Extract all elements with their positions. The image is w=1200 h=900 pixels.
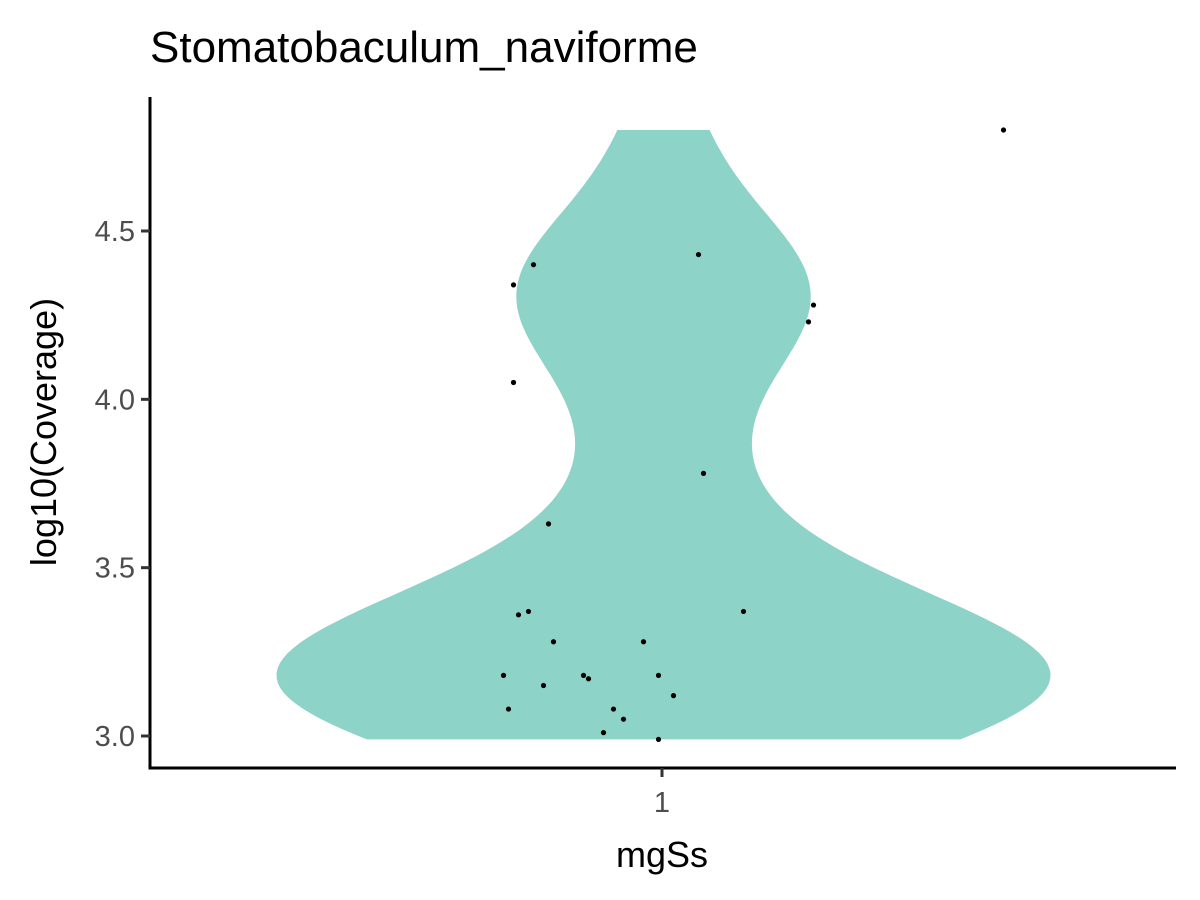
- data-point: [810, 302, 817, 308]
- data-point: [670, 693, 677, 699]
- data-point: [585, 676, 592, 682]
- data-point: [525, 608, 532, 615]
- y-axis-ticks: 3.0 3.5 4.0 4.5: [95, 216, 150, 753]
- data-point: [600, 730, 607, 736]
- y-tick-label: 3.5: [95, 553, 135, 585]
- data-point: [640, 639, 647, 645]
- data-point: [530, 262, 537, 268]
- data-point: [505, 706, 512, 712]
- data-points: [500, 127, 1007, 742]
- y-tick-label: 3.0: [95, 721, 135, 753]
- data-point: [515, 612, 522, 618]
- data-point: [610, 706, 617, 712]
- y-axis-title: log10(Coverage): [23, 298, 64, 566]
- x-axis-title: mgSs: [616, 834, 708, 875]
- data-point: [700, 470, 707, 476]
- data-point: [655, 736, 662, 742]
- data-point: [510, 379, 517, 386]
- y-tick-label: 4.5: [95, 216, 135, 248]
- data-point: [620, 716, 627, 722]
- data-point: [1000, 127, 1007, 133]
- data-point: [740, 608, 747, 615]
- data-point: [545, 521, 552, 527]
- y-tick-label: 4.0: [95, 384, 135, 416]
- data-point: [550, 639, 557, 645]
- data-point: [500, 672, 507, 679]
- data-point: [805, 319, 812, 325]
- data-point: [510, 282, 517, 288]
- data-point: [580, 672, 587, 679]
- x-tick-label: 1: [654, 787, 670, 819]
- data-point: [655, 672, 662, 679]
- violin-shape: [276, 130, 1051, 740]
- data-point: [695, 251, 702, 258]
- data-point: [540, 682, 547, 689]
- chart-title: Stomatobaculum_naviforme: [150, 23, 698, 72]
